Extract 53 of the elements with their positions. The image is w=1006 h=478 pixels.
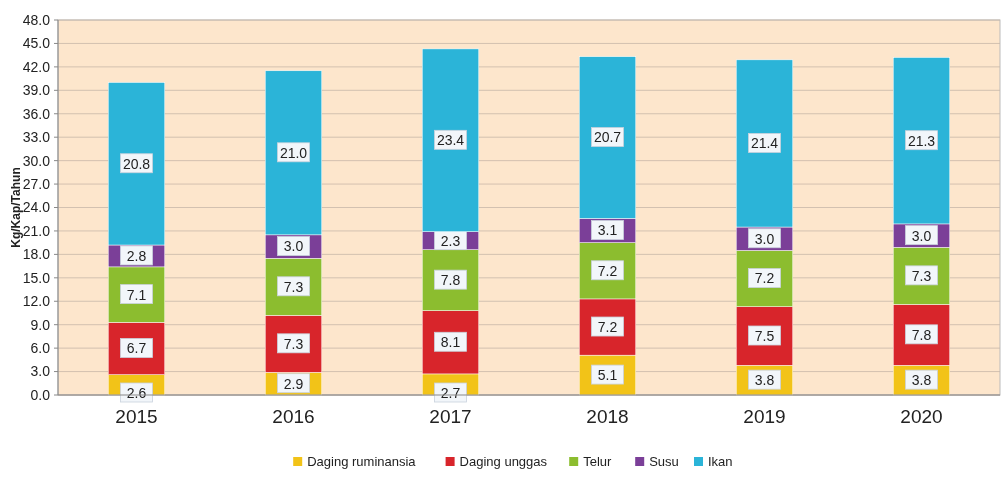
data-label: 7.2 xyxy=(597,318,618,335)
y-tick-label: 27.0 xyxy=(22,175,51,192)
x-tick-label: 2015 xyxy=(115,406,158,427)
data-label: 3.8 xyxy=(754,372,775,389)
legend-label: Ikan xyxy=(708,454,733,469)
data-label: 2.3 xyxy=(440,232,461,249)
y-tick-label: 33.0 xyxy=(22,129,51,146)
data-label: 7.3 xyxy=(283,278,304,295)
legend-label: Telur xyxy=(583,454,613,469)
y-axis-title: Kg/Kap/Tahun xyxy=(9,167,23,248)
y-tick-label: 30.0 xyxy=(22,152,51,169)
data-label: 7.8 xyxy=(911,326,932,343)
data-label: 3.1 xyxy=(597,222,618,239)
data-label: 7.3 xyxy=(283,335,304,352)
x-tick-label: 2019 xyxy=(743,406,786,427)
legend-label: Susu xyxy=(649,454,679,469)
data-label: 3.0 xyxy=(911,227,932,244)
legend-label: Daging ruminansia xyxy=(307,454,417,469)
data-label: 7.1 xyxy=(126,286,147,303)
y-tick-label: 39.0 xyxy=(22,82,51,99)
data-label: 7.2 xyxy=(754,270,775,287)
data-label: 7.2 xyxy=(597,262,618,279)
y-tick-label: 9.0 xyxy=(30,316,51,333)
data-label: 2.7 xyxy=(440,384,461,401)
data-label: 3.0 xyxy=(283,238,304,255)
data-label: 7.5 xyxy=(754,327,775,344)
legend-label: Daging unggas xyxy=(459,454,548,469)
y-tick-label: 15.0 xyxy=(22,269,51,286)
x-tick-label: 2018 xyxy=(586,406,629,427)
y-tick-label: 42.0 xyxy=(22,58,51,75)
data-label: 3.8 xyxy=(911,372,932,389)
y-tick-label: 18.0 xyxy=(22,246,51,263)
data-label: 8.1 xyxy=(440,334,461,351)
y-tick-label: 36.0 xyxy=(22,105,51,122)
y-tick-label: 45.0 xyxy=(22,35,51,52)
data-label: 7.8 xyxy=(440,272,461,289)
data-label: 2.6 xyxy=(126,384,147,401)
x-tick-label: 2016 xyxy=(272,406,315,427)
data-label: 2.9 xyxy=(283,375,304,392)
y-tick-label: 3.0 xyxy=(30,363,51,380)
x-tick-label: 2017 xyxy=(429,406,472,427)
y-tick-label: 48.0 xyxy=(22,11,51,28)
y-tick-label: 24.0 xyxy=(22,199,51,216)
data-label: 7.3 xyxy=(911,267,932,284)
y-tick-label: 0.0 xyxy=(30,386,51,403)
data-label: 6.7 xyxy=(126,340,147,357)
y-tick-label: 21.0 xyxy=(22,222,51,239)
y-tick-label: 12.0 xyxy=(22,293,51,310)
data-label: 2.8 xyxy=(126,247,147,264)
data-label: 5.1 xyxy=(597,366,618,383)
x-tick-label: 2020 xyxy=(900,406,943,427)
y-tick-label: 6.0 xyxy=(30,340,51,357)
data-label: 3.0 xyxy=(754,230,775,247)
